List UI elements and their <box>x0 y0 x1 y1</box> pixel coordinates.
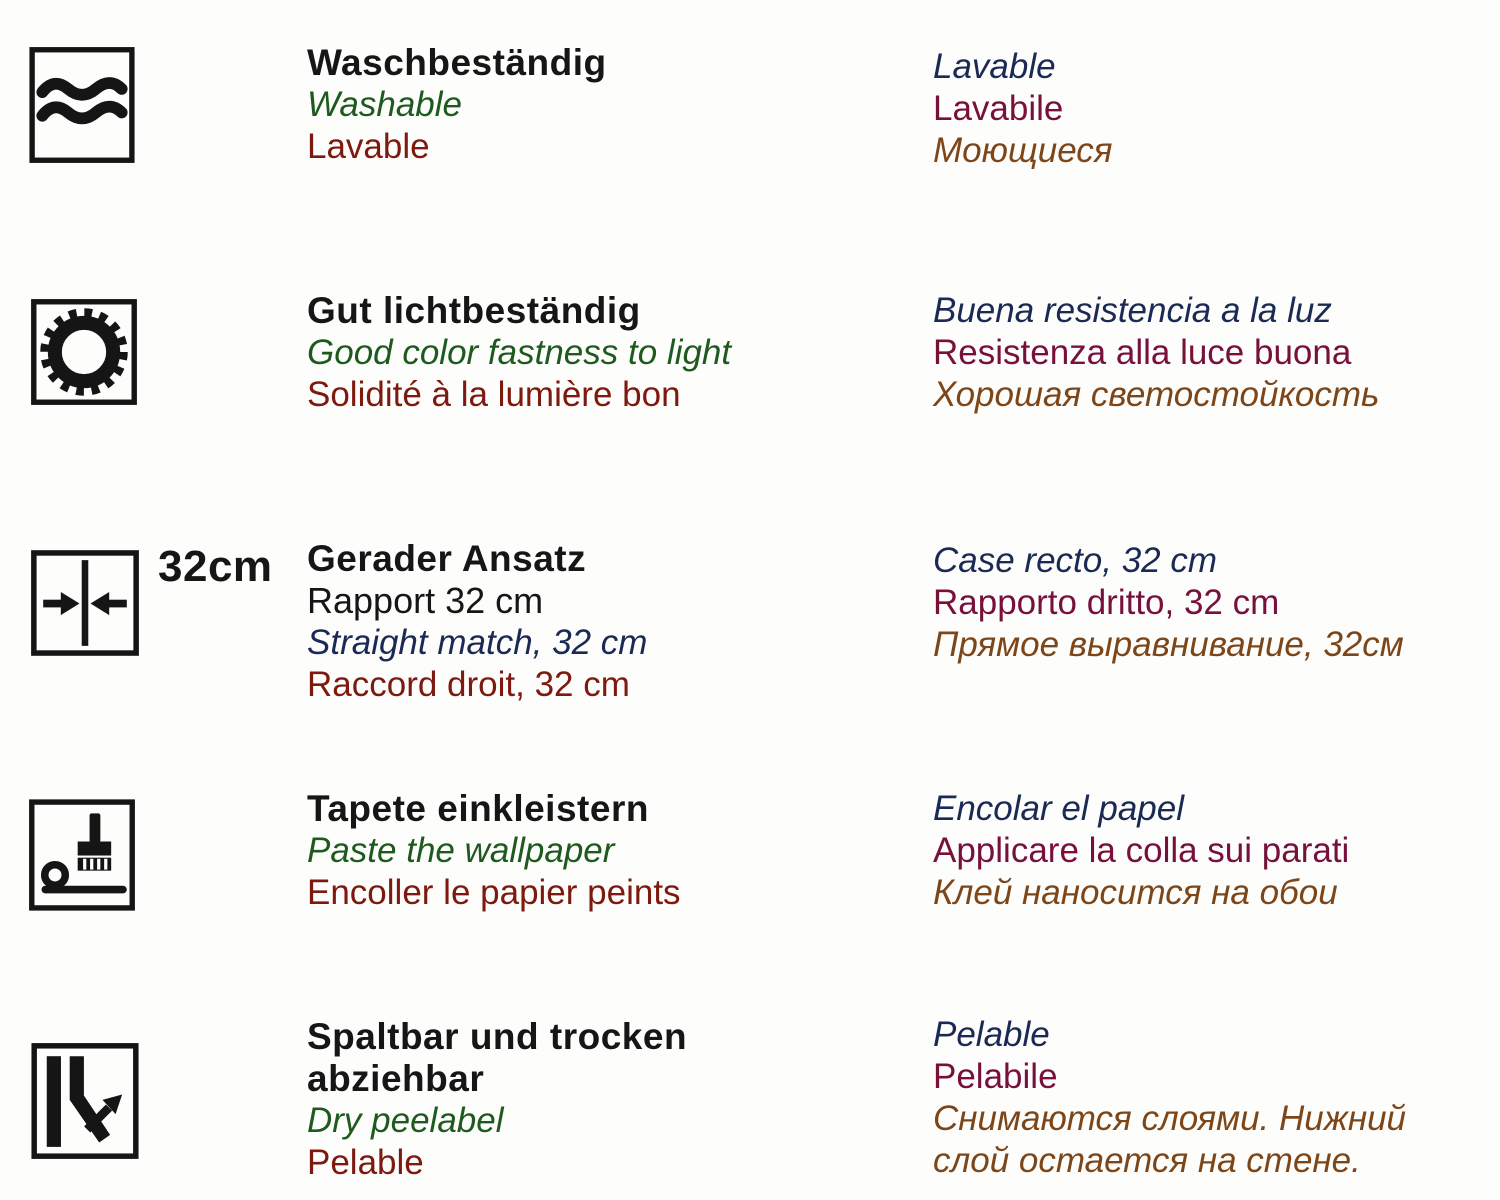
label-spanish: Encolar el papel <box>933 789 1184 828</box>
dry-peelable-icon <box>30 1042 140 1160</box>
row-paste-right-labels: Encolar el papel Applicare la colla sui … <box>933 788 1500 914</box>
label-french: Solidité à la lumière bon <box>307 375 681 414</box>
label-russian: Хорошая светостойкость <box>933 375 1380 414</box>
label-german: Tapete einkleistern <box>307 788 649 829</box>
label-french: Pelable <box>307 1143 424 1182</box>
row-lightfast-left-labels: Gut lichtbeständig Good color fastness t… <box>307 290 887 416</box>
label-russian: Клей наносится на обои <box>933 873 1338 912</box>
label-english: Dry peelabel <box>307 1101 504 1140</box>
label-italian: Pelabile <box>933 1057 1058 1096</box>
row-washable-right-labels: Lavable Lavabile Моющиеся <box>933 46 1500 172</box>
label-french: Encoller le papier peints <box>307 873 681 912</box>
label-italian: Applicare la colla sui parati <box>933 831 1350 870</box>
label-spanish: Buena resistencia a la luz <box>933 291 1332 330</box>
row-match-left-labels: Gerader Ansatz Rapport 32 cm Straight ma… <box>307 538 887 706</box>
row-lightfast-right-labels: Buena resistencia a la luz Resistenza al… <box>933 290 1500 416</box>
row-peelable-left-labels: Spaltbar und trocken abziehbar Dry peela… <box>307 1016 887 1184</box>
row-paste-left-labels: Tapete einkleistern Paste the wallpaper … <box>307 788 887 914</box>
washable-icon <box>28 46 136 164</box>
label-italian: Resistenza alla luce buona <box>933 333 1352 372</box>
label-english: Washable <box>307 85 463 124</box>
label-german-line1: Spaltbar und trocken <box>307 1016 688 1057</box>
row-match-right-labels: Case recto, 32 cm Rapporto dritto, 32 cm… <box>933 540 1500 666</box>
label-english: Good color fastness to light <box>307 333 732 372</box>
label-spanish: Pelable <box>933 1015 1050 1054</box>
label-spanish: Case recto, 32 cm <box>933 541 1217 580</box>
row-peelable-right-labels: Pelable Pelabile Снимаются слоями. Нижни… <box>933 1014 1500 1182</box>
label-english: Paste the wallpaper <box>307 831 615 870</box>
label-russian-line1: Снимаются слоями. Нижний <box>933 1099 1407 1138</box>
label-spanish: Lavable <box>933 47 1056 86</box>
label-french: Raccord droit, 32 cm <box>307 665 630 704</box>
row-washable-left-labels: Waschbeständig Washable Lavable <box>307 42 887 168</box>
label-russian: Моющиеся <box>933 131 1113 170</box>
label-german: Gut lichtbeständig <box>307 290 641 331</box>
label-italian: Lavabile <box>933 89 1064 128</box>
label-german: Waschbeständig <box>307 42 607 83</box>
light-fastness-icon <box>30 298 138 406</box>
label-italian: Rapporto dritto, 32 cm <box>933 583 1280 622</box>
label-russian: Прямое выравнивание, 32см <box>933 625 1404 664</box>
repeat-size-label: 32cm <box>158 542 273 591</box>
label-english: Straight match, 32 cm <box>307 623 648 662</box>
label-german-rapport: Rapport 32 cm <box>307 580 544 621</box>
straight-match-icon <box>30 549 140 657</box>
paste-wallpaper-icon <box>28 798 136 912</box>
label-russian-line2: слой остается на стене. <box>933 1141 1361 1180</box>
label-french: Lavable <box>307 127 430 166</box>
label-german-line2: abziehbar <box>307 1058 485 1099</box>
label-german: Gerader Ansatz <box>307 538 587 579</box>
